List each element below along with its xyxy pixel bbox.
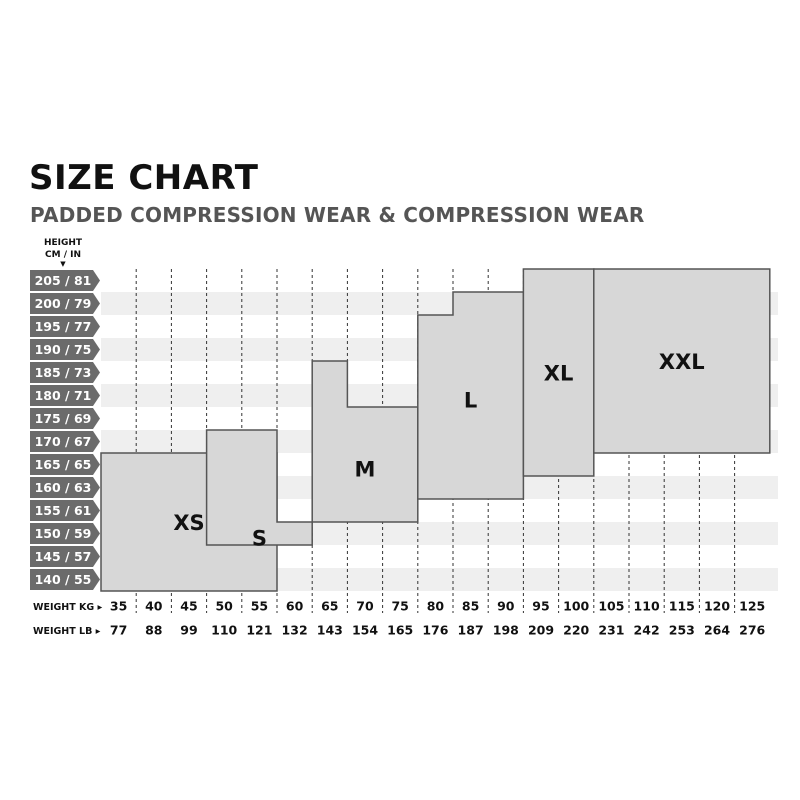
size-box-xl: [522, 268, 595, 477]
weight-kg-axis-label: WEIGHT KG ▸: [33, 602, 103, 613]
weight-lb-tick: 165: [387, 623, 413, 638]
weight-lb-tick: 110: [211, 623, 237, 638]
height-tick-label: 200 / 79: [35, 296, 92, 311]
weight-kg-tick: 90: [497, 599, 515, 614]
height-tick-bg: [30, 431, 100, 452]
height-tick-label: 190 / 75: [35, 342, 92, 357]
height-tick-bg: [30, 270, 100, 291]
size-label-xxl: XXL: [659, 350, 705, 374]
weight-lb-tick: 187: [458, 623, 484, 638]
weight-kg-tick: 80: [427, 599, 445, 614]
weight-kg-tick: 115: [669, 599, 695, 614]
height-tick-label: 205 / 81: [35, 273, 92, 288]
weight-kg-tick: 105: [598, 599, 624, 614]
weight-lb-tick: 176: [422, 623, 448, 638]
weight-kg-tick: 100: [563, 599, 589, 614]
height-tick-label: 170 / 67: [35, 434, 92, 449]
height-tick-bg: [30, 500, 100, 521]
height-tick-label: 175 / 69: [35, 411, 92, 426]
weight-kg-tick: 55: [251, 599, 268, 614]
height-tick-bg: [30, 477, 100, 498]
weight-lb-tick: 198: [493, 623, 519, 638]
weight-kg-tick: 50: [215, 599, 233, 614]
weight-kg-tick: 110: [634, 599, 660, 614]
weight-kg-tick: 75: [391, 599, 408, 614]
height-tick-label: 195 / 77: [35, 319, 92, 334]
weight-lb-axis-label: WEIGHT LB ▸: [33, 626, 101, 637]
height-tick-bg: [30, 316, 100, 337]
weight-kg-tick: 40: [145, 599, 163, 614]
size-box-xxl: [593, 268, 771, 454]
weight-kg-tick: 85: [462, 599, 479, 614]
weight-lb-tick: 143: [317, 623, 343, 638]
height-tick-label: 145 / 57: [35, 549, 92, 564]
height-tick-label: 165 / 65: [35, 457, 92, 472]
weight-lb-tick: 209: [528, 623, 554, 638]
size-label-m: M: [355, 458, 376, 482]
weight-lb-tick: 231: [598, 623, 624, 638]
height-tick-bg: [30, 362, 100, 383]
weight-lb-tick: 276: [739, 623, 765, 638]
height-tick-bg: [30, 454, 100, 475]
weight-lb-tick: 88: [145, 623, 162, 638]
size-label-xl: XL: [544, 362, 574, 386]
size-label-s: S: [252, 527, 267, 551]
weight-kg-tick: 120: [704, 599, 730, 614]
height-tick-label: 140 / 55: [35, 572, 92, 587]
height-axis-label: HEIGHT CM / IN ▼: [30, 237, 96, 268]
weight-lb-tick: 253: [669, 623, 695, 638]
size-label-l: L: [464, 389, 477, 413]
height-tick-label: 150 / 59: [35, 526, 92, 541]
height-tick-label: 185 / 73: [35, 365, 92, 380]
weight-kg-tick: 45: [180, 599, 197, 614]
height-tick-bg: [30, 293, 100, 314]
weight-kg-tick: 60: [286, 599, 304, 614]
weight-kg-tick: 70: [356, 599, 374, 614]
weight-kg-tick: 65: [321, 599, 338, 614]
weight-lb-tick: 77: [110, 623, 127, 638]
height-tick-label: 160 / 63: [35, 480, 92, 495]
height-tick-label: 155 / 61: [35, 503, 92, 518]
chevron-down-icon: ▼: [60, 260, 66, 268]
weight-kg-tick: 125: [739, 599, 765, 614]
height-axis-label-line1: HEIGHT: [43, 238, 83, 248]
size-label-xs: XS: [173, 511, 204, 535]
weight-lb-tick: 242: [634, 623, 660, 638]
weight-lb-tick: 154: [352, 623, 378, 638]
weight-lb-tick: 99: [180, 623, 197, 638]
height-axis-label-line2: CM / IN: [45, 250, 81, 260]
weight-lb-tick: 264: [704, 623, 730, 638]
weight-lb-tick: 121: [246, 623, 272, 638]
height-tick-bg: [30, 408, 100, 429]
weight-lb-tick: 132: [282, 623, 308, 638]
weight-kg-tick: 35: [110, 599, 127, 614]
height-tick-bg: [30, 523, 100, 544]
height-tick-bg: [30, 546, 100, 567]
height-tick-bg: [30, 569, 100, 590]
height-tick-bg: [30, 385, 100, 406]
weight-lb-tick: 220: [563, 623, 589, 638]
page-title: SIZE CHART: [29, 158, 259, 198]
height-tick-bg: [30, 339, 100, 360]
page-subtitle: PADDED COMPRESSION WEAR & COMPRESSION WE…: [30, 203, 645, 227]
height-tick-label: 180 / 71: [35, 388, 92, 403]
weight-kg-tick: 95: [532, 599, 549, 614]
